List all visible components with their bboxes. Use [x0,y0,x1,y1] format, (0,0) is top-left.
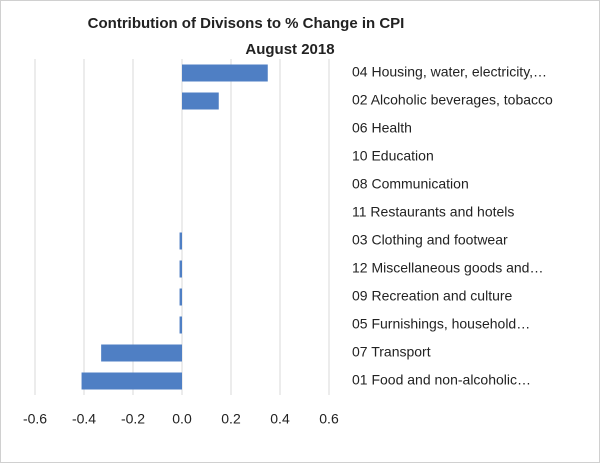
bar [101,344,182,362]
x-tick-label: 0.4 [270,411,290,427]
y-tick-label: 04 Housing, water, electricity,… [352,64,547,80]
y-tick-label: 11 Restaurants and hotels [352,204,514,220]
x-tick-label: -0.4 [72,411,96,427]
bar [179,260,182,278]
bar [179,316,182,334]
bar [81,372,182,390]
x-tick-label: 0.2 [221,411,241,427]
y-tick-label: 08 Communication [352,176,469,192]
chart-title: Contribution of Divisons to % Change in … [88,15,405,32]
bar [179,288,182,306]
x-tick-label: 0.0 [172,411,192,427]
y-tick-label: 01 Food and non-alcoholic… [352,372,531,388]
x-tick-label: -0.2 [121,411,145,427]
x-tick-label: 0.6 [319,411,339,427]
x-tick-label: -0.6 [23,411,47,427]
y-tick-label: 05 Furnishings, household… [352,316,530,332]
y-tick-label: 02 Alcoholic beverages, tobacco [352,92,553,108]
bar [179,232,182,250]
y-tick-label: 12 Miscellaneous goods and… [352,260,543,276]
y-tick-label: 10 Education [352,148,434,164]
bar [182,92,219,110]
chart-subtitle: August 2018 [245,41,334,58]
y-tick-label: 06 Health [352,120,412,136]
y-tick-label: 03 Clothing and footwear [352,232,508,248]
y-tick-label: 07 Transport [352,344,431,360]
y-tick-label: 09 Recreation and culture [352,288,513,304]
bar [182,64,268,82]
